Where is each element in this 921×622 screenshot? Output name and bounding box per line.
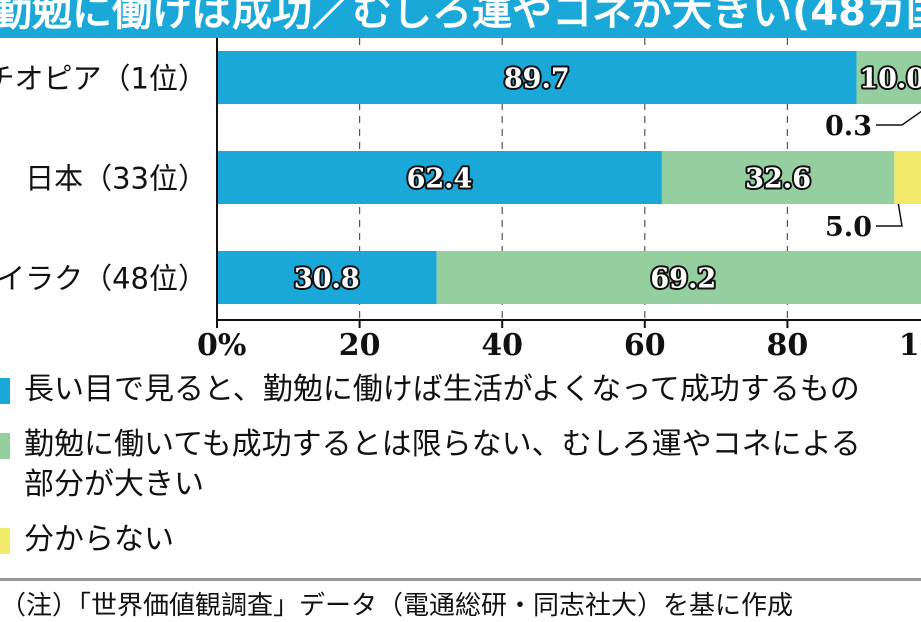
data-label: 30.8: [294, 264, 360, 295]
data-label: 0.3: [825, 111, 872, 142]
category-labels: エチオピア（1位） 日本（33位） イラク（48位）: [0, 62, 207, 296]
source-note: （注）「世界価値観調査」データ（電通総研・同志社大）を基に作成: [0, 591, 794, 621]
data-label: 62.4: [407, 164, 473, 195]
tick-label: 100: [899, 328, 921, 363]
bar-segment: [661, 151, 895, 204]
bar-segment: [856, 51, 921, 104]
stacked-bar-chart: 89.7 10.0 62.4 32.6 30.8 69.2 0.3 5.0 エチオピア（1位…: [0, 38, 921, 363]
category-label: エチオピア（1位）: [0, 62, 207, 96]
data-label: 10.0: [859, 64, 921, 95]
tick-label: 80: [767, 328, 809, 363]
bars: 89.7 10.0 62.4 32.6 30.8 69.2: [217, 51, 921, 304]
category-label: 日本（33位）: [25, 162, 207, 196]
legend-label: 勤勉に働いても成功するとは限らない、むしろ運やコネによる: [24, 427, 861, 462]
data-label: 89.7: [504, 64, 570, 95]
legend-label: 分からない: [24, 522, 174, 557]
bar-segment: [894, 151, 921, 204]
tick-label: 40: [481, 328, 523, 363]
data-label: 32.6: [745, 164, 811, 195]
small-value-callouts: 0.3 5.0: [825, 110, 921, 243]
data-label: 5.0: [825, 212, 872, 243]
bar-segment: [217, 251, 437, 304]
footer-divider: [0, 578, 921, 581]
leader-line: [876, 203, 903, 227]
legend-swatch: [0, 528, 10, 554]
data-label: 69.2: [650, 264, 716, 295]
legend-swatch: [0, 433, 10, 459]
title-bar: 勤勉に働けば成功／むしろ運やコネが大きい(48カ国中): [0, 0, 921, 38]
leader-line: [876, 110, 921, 126]
bar-segment: [217, 151, 662, 204]
bar-segment: [436, 251, 921, 304]
category-label: イラク（48位）: [0, 262, 207, 296]
legend-label: 長い目で見ると、勤勉に働けば生活がよくなって成功するもの: [24, 372, 860, 407]
legend-swatch: [0, 378, 10, 404]
x-axis: 0% 20 40 60 80 100: [197, 38, 921, 363]
chart-title: 勤勉に働けば成功／むしろ運やコネが大きい(48カ国中): [0, 0, 921, 35]
tick-label: 60: [624, 328, 666, 363]
tick-label: 20: [339, 328, 381, 363]
tick-label: 0%: [197, 328, 246, 363]
bar-segment: [217, 51, 857, 104]
legend-label: 部分が大きい: [24, 467, 204, 502]
